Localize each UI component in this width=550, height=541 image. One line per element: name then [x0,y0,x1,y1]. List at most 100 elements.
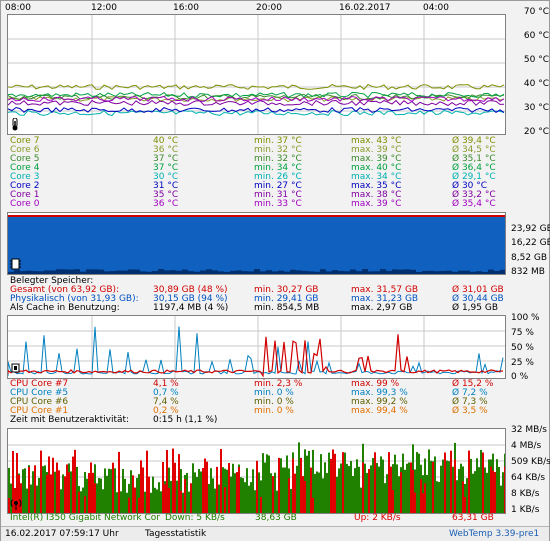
network-up-bar [374,452,376,513]
cpu-min: min. 2,3 % [254,379,303,389]
sensor-current: 36 °C [153,199,179,209]
temp-tick: 60 °C [523,31,549,41]
network-up-total: 63,31 GB [452,513,494,523]
network-up-bar [162,462,164,513]
network-down-bar [498,467,500,513]
network-down-bar [392,464,394,513]
network-up-bar [312,497,314,513]
network-down-bar [354,468,356,513]
network-up-bar [172,448,174,513]
network-down-bar [154,487,156,513]
network-down-bar [42,466,44,513]
memory-cache-area [482,271,488,274]
legend-row: CPU Core #7 4,1 % min. 2,3 % max. 99 % Ø 15,… [10,380,500,389]
cpu-max: max. 99 % [351,379,400,389]
temp-tick: 20 °C [523,127,549,137]
sensor-current: 30 °C [153,172,179,182]
memory-cache-area [92,269,98,274]
network-down-bar [210,468,212,513]
sensor-name: Core 6 [10,145,40,155]
sensor-avg: Ø 35,4 °C [452,199,496,209]
memory-cache-area [302,270,308,274]
legend-row: Als Cache in Benutzung: 1197,4 MB (4 %) mi… [10,304,500,313]
network-up-bar [292,458,294,513]
cpu-tick: 100 % [511,313,540,323]
network-down-bar [194,472,196,513]
network-up-bar [178,454,180,513]
memory-cache-area [14,269,20,274]
memory-cache-area [68,269,74,274]
cpu-tick: 25 % [511,358,534,368]
network-down-bar [470,458,472,513]
network-down-bar [32,471,34,513]
thermometer-icon [10,117,20,131]
network-up-bar [238,466,240,513]
memory-cache-area [218,271,224,274]
network-up-bar [302,476,304,513]
network-down-bar [54,471,56,513]
network-up-bar [34,465,36,513]
network-down-bar [226,469,228,513]
network-down-bar [358,466,360,513]
network-up-bar [216,466,218,513]
network-down-bar [320,454,322,513]
network-down-bar [398,476,400,513]
cpu-current: 7,4 % [153,397,179,407]
network-down-bar [344,452,346,513]
network-up-bar [294,473,296,513]
network-up-bar [432,461,434,513]
network-up-bar [74,449,76,513]
memory-cache-area [80,271,86,274]
temp-tick: 70 °C [523,7,549,17]
network-up-bar [278,457,280,513]
network-down-bar [268,455,270,513]
network-legend: Intel(R) I350 Gigabit Network Cor Down: … [10,514,500,523]
network-up-bar [112,462,114,513]
network-down-rate: Down: 5 KB/s [165,513,225,523]
time-label: 12:00 [91,3,117,13]
network-down-bar [100,478,102,513]
network-down-bar [150,492,152,513]
temperature-chart [7,14,506,135]
network-tick: 32 MB/s [511,425,547,435]
version-link[interactable]: WebTemp 3.39-pre1 [449,529,540,539]
memory-cache-area [86,269,92,274]
memory-cache-area [248,271,254,274]
cpu-plot [8,316,505,378]
network-down-bar [466,478,468,513]
network-up-bar [304,481,306,513]
time-axis: 08:00 12:00 16:00 20:00 16.02.2017 04:00 [1,1,506,15]
network-up-bar [220,448,222,513]
network-down-bar [328,452,330,513]
network-down-bar [176,480,178,513]
network-down-bar [188,491,190,513]
network-up-bar [410,462,412,513]
network-down-bar [98,478,100,513]
memory-cache-area [236,270,242,274]
network-up-bar [88,473,90,513]
network-down-bar [442,459,444,513]
network-down-bar [372,458,374,513]
network-up-bar [132,475,134,513]
memory-cache-area [344,271,350,274]
network-down-bar [156,489,158,513]
network-down-bar [110,469,112,513]
network-up-bar [414,492,416,513]
network-up-bar [40,450,42,513]
network-up-bar [368,469,370,513]
network-down-bar [386,474,388,513]
daily-stats-link[interactable]: Tagesstatistik [145,529,207,539]
memory-avg: Ø 31,01 GB [452,285,504,295]
network-down-bar [36,485,38,513]
network-down-bar [124,478,126,513]
memory-cache-area [32,271,38,274]
network-down-bar [434,456,436,513]
sensor-current: 37 °C [153,154,179,164]
cpu-avg: Ø 7,2 % [452,388,488,398]
network-up-rate: Up: 2 KB/s [354,513,401,523]
legend-row: CPU Core #6 7,4 % min. 0 % max. 99,2 % Ø 7,3… [10,398,500,407]
network-down-bar [266,454,268,513]
network-down-bar [326,473,328,513]
temp-tick: 30 °C [523,103,549,113]
cpu-avg: Ø 7,3 % [452,397,488,407]
